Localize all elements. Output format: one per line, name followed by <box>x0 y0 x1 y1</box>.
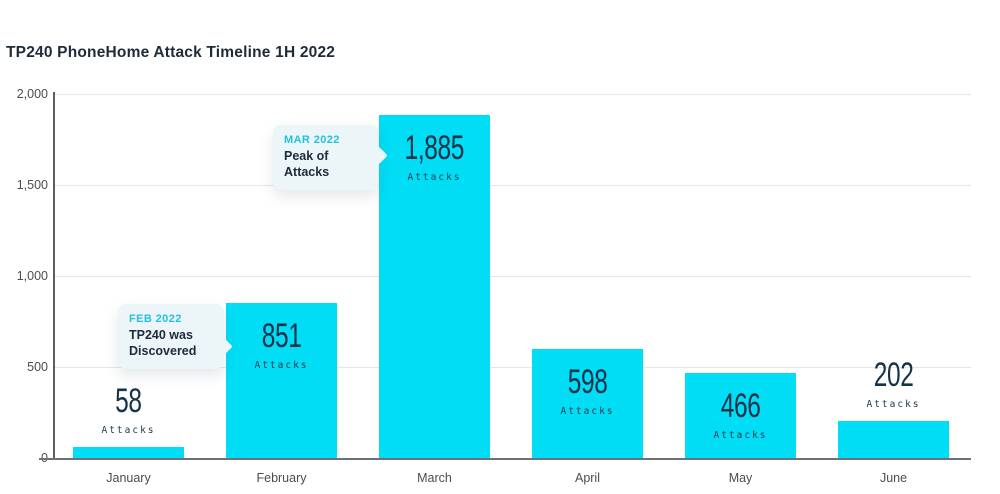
value-label-march: 1,885 Attacks <box>379 131 490 183</box>
x-axis-label-april: April <box>574 471 600 485</box>
value-unit-label: Attacks <box>866 399 921 410</box>
value-unit-label: Attacks <box>101 425 156 436</box>
bar-january <box>73 447 184 458</box>
value-number: 466 <box>720 387 761 425</box>
value-number: 58 <box>115 382 142 420</box>
bar-may <box>685 373 796 458</box>
callout-feb-2022: FEB 2022 TP240 was Discovered <box>118 304 224 369</box>
gridline <box>53 367 971 368</box>
value-label-june: 202 Attacks <box>838 358 949 410</box>
value-number: 598 <box>567 363 608 401</box>
value-number: 202 <box>873 356 914 394</box>
y-axis-tick-label: 1,000 <box>16 269 48 283</box>
value-label-february: 851 Attacks <box>226 319 337 371</box>
callout-mar-2022: MAR 2022 Peak of Attacks <box>273 125 379 190</box>
value-label-january: 58 Attacks <box>73 384 184 436</box>
x-axis-label-march: March <box>417 471 452 485</box>
value-unit-label: Attacks <box>560 406 615 417</box>
value-label-may: 466 Attacks <box>685 389 796 441</box>
value-unit-label: Attacks <box>254 360 309 371</box>
bar-april <box>532 349 643 458</box>
value-label-april: 598 Attacks <box>532 365 643 417</box>
y-axis-tick-label: 500 <box>27 360 48 374</box>
bar-june <box>838 421 949 458</box>
callout-date-label: FEB 2022 <box>129 313 182 325</box>
callout-date-label: MAR 2022 <box>284 134 340 146</box>
callout-text-line: TP240 was <box>129 328 193 342</box>
bar-february <box>226 303 337 458</box>
x-axis-label-may: May <box>728 471 753 485</box>
bar-march <box>379 115 490 458</box>
y-axis-tick-label: 2,000 <box>16 87 48 101</box>
x-axis-label-february: February <box>256 471 307 485</box>
callout-text-line: Peak of <box>284 149 329 163</box>
y-axis-tick-label: 1,500 <box>16 178 48 192</box>
y-axis-line <box>53 92 55 458</box>
callout-text-line: Attacks <box>284 165 330 180</box>
gridline <box>53 94 971 95</box>
x-axis-label-june: June <box>879 471 908 485</box>
callout-text-line: Discovered <box>129 344 197 359</box>
x-axis-label-january: January <box>106 471 151 485</box>
gridline <box>53 276 971 277</box>
chart-title: TP240 PhoneHome Attack Timeline 1H 2022 <box>6 44 336 61</box>
gridline <box>53 185 971 186</box>
value-unit-label: Attacks <box>407 172 462 183</box>
value-number: 851 <box>261 317 302 355</box>
x-axis-line <box>39 458 971 460</box>
value-unit-label: Attacks <box>713 430 768 441</box>
value-number: 1,885 <box>404 129 465 167</box>
